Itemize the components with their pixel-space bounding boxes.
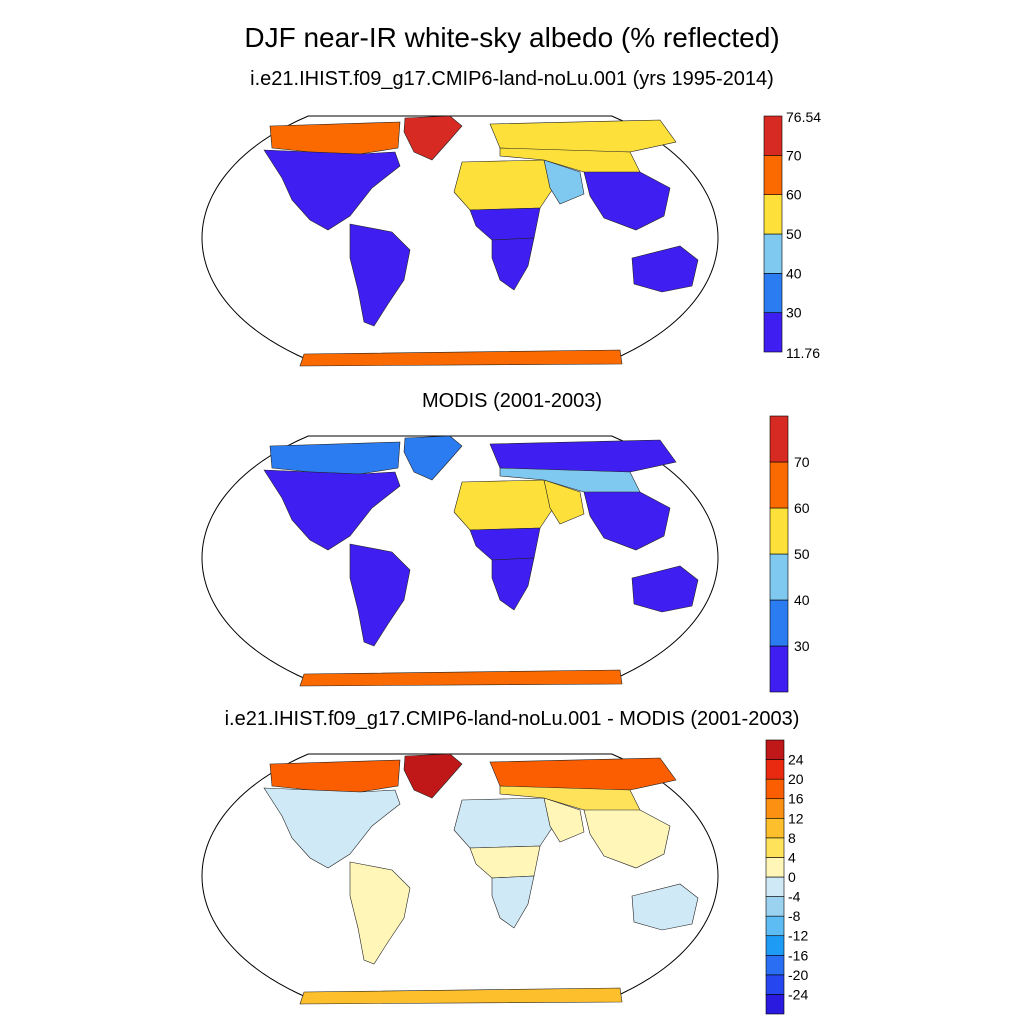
colorbar-tick-label: 12: [788, 810, 804, 826]
colorbar-box: [763, 233, 783, 274]
colorbar-tick-label: 24: [788, 752, 804, 768]
colorbar-tick-label: 60: [794, 500, 810, 516]
region-sahara: [453, 797, 553, 849]
region-antarctica: [299, 669, 623, 687]
panel-1-title: i.e21.IHIST.f09_g17.CMIP6-land-noLu.001 …: [250, 68, 774, 90]
colorbar-box: [765, 876, 785, 897]
region-antarctica: [299, 987, 623, 1005]
colorbar-tick-label: 8: [788, 830, 796, 846]
region-arabia: [543, 159, 585, 205]
colorbar-box: [763, 194, 783, 235]
colorbar-box: [769, 461, 789, 509]
colorbar-box: [765, 739, 785, 760]
colorbar-box: [765, 974, 785, 995]
region-southern-africa: [491, 875, 535, 929]
colorbar-box: [763, 155, 783, 195]
colorbar-tick-label: 50: [786, 226, 802, 242]
panel-2-title: MODIS (2001-2003): [421, 390, 603, 412]
panel-3-map: [201, 753, 719, 1005]
region-south-america: [349, 223, 411, 327]
colorbar-tick-label: -20: [788, 967, 808, 983]
colorbar-tick-label: -24: [788, 986, 808, 1002]
colorbar-box: [763, 273, 783, 313]
region-canadian-arctic: [269, 121, 401, 155]
region-greenland: [403, 435, 463, 481]
colorbar-box: [765, 817, 785, 839]
colorbar-tick-label: 16: [788, 791, 804, 807]
colorbar-box: [763, 312, 783, 353]
colorbar-tick-label: 30: [786, 305, 802, 321]
colorbar-box: [765, 759, 785, 780]
colorbar-tick-label: 0: [788, 869, 796, 885]
colorbar-box: [769, 599, 789, 647]
colorbar-box: [765, 837, 785, 858]
region-arabia: [543, 479, 585, 525]
region-antarctica: [299, 349, 623, 367]
colorbar-tick-label: 40: [794, 592, 810, 608]
colorbar-box: [765, 994, 785, 1015]
colorbar-box: [765, 857, 785, 878]
panel-2-map: [201, 435, 719, 687]
panel-3-colorbar: 24 20 16 12 8 4 0 -4 -8 -12 -16 -20 -24: [765, 739, 808, 1015]
colorbar-box: [769, 415, 789, 463]
region-canadian-arctic: [269, 759, 401, 793]
region-north-america: [263, 149, 401, 231]
colorbar-tick-label: 20: [788, 771, 804, 787]
region-south-america: [349, 861, 411, 965]
panel-1-colorbar: 76.54 70 60 50 40 30 11.76: [763, 109, 821, 361]
region-south-america: [349, 543, 411, 647]
colorbar-tick-label: 76.54: [786, 109, 821, 125]
region-north-america: [263, 469, 401, 551]
colorbar-box: [765, 896, 785, 917]
colorbar-box: [763, 115, 783, 156]
colorbar-tick-label: 11.76: [786, 345, 820, 361]
colorbar-box: [765, 954, 785, 976]
region-north-america: [263, 787, 401, 869]
colorbar-tick-label: -8: [788, 908, 801, 924]
colorbar-box: [765, 798, 785, 819]
region-south-asia: [583, 171, 671, 231]
region-australia: [631, 565, 699, 613]
region-greenland: [403, 753, 463, 799]
region-siberia: [489, 119, 677, 153]
region-australia: [631, 245, 699, 293]
region-siberia: [489, 757, 677, 791]
colorbar-tick-label: 30: [794, 638, 810, 654]
figure-title: DJF near-IR white-sky albedo (% reflecte…: [244, 22, 780, 53]
panel-3-title: i.e21.IHIST.f09_g17.CMIP6-land-noLu.001 …: [224, 708, 800, 730]
colorbar-box: [765, 935, 785, 956]
panel-1-map: [201, 115, 719, 367]
region-sahara: [453, 159, 553, 211]
colorbar-box: [765, 915, 785, 937]
colorbar-tick-label: 4: [788, 849, 796, 865]
colorbar-tick-label: 70: [786, 147, 802, 163]
region-greenland: [403, 115, 463, 161]
colorbar-box: [769, 645, 789, 693]
region-sahara: [453, 479, 553, 531]
colorbar-box: [765, 778, 785, 800]
colorbar-box: [769, 553, 789, 601]
colorbar-tick-label: -16: [788, 947, 808, 963]
colorbar-tick-label: 60: [786, 187, 802, 203]
region-southern-africa: [491, 557, 535, 611]
colorbar-tick-label: 50: [794, 546, 810, 562]
colorbar-tick-label: -12: [788, 928, 808, 944]
colorbar-tick-label: -4: [788, 889, 801, 905]
region-south-asia: [583, 809, 671, 869]
region-australia: [631, 883, 699, 931]
region-canadian-arctic: [269, 441, 401, 475]
region-siberia: [489, 439, 677, 473]
colorbar-tick-label: 70: [794, 454, 810, 470]
colorbar-box: [769, 507, 789, 555]
colorbar-tick-label: 40: [786, 265, 802, 281]
region-southern-africa: [491, 237, 535, 291]
panel-2-colorbar: 70 60 50 40 30: [769, 415, 810, 693]
region-south-asia: [583, 491, 671, 551]
region-arabia: [543, 797, 585, 843]
